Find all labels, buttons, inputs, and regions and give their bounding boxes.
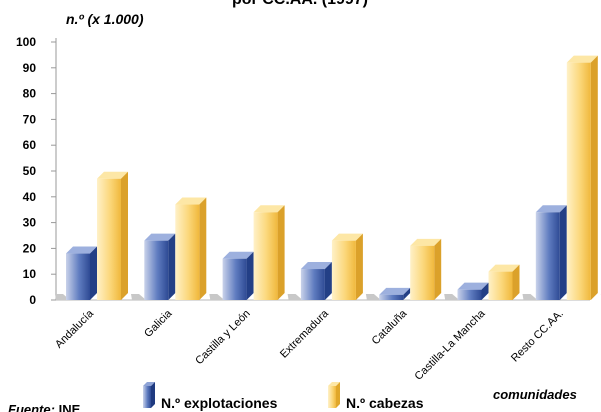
source-value: INE [59, 402, 81, 412]
bar-top [457, 282, 489, 290]
y-tick-label: 80 [23, 87, 37, 101]
legend-label-explotaciones: N.º explotaciones [161, 395, 278, 411]
y-tick-label: 50 [23, 164, 37, 178]
bar-top [222, 251, 254, 259]
source-label: Fuente: [8, 402, 55, 412]
bar-top [66, 246, 97, 254]
bar [222, 258, 247, 300]
bar-top [535, 205, 567, 213]
legend-label-cabezas: N.º cabezas [346, 395, 424, 411]
bar-side [246, 251, 254, 300]
bar-side [199, 197, 207, 300]
bars [66, 55, 598, 300]
category-label: Castilla y León [193, 308, 253, 368]
bar [175, 204, 200, 300]
bar-side [168, 233, 176, 300]
category-label: Castilla-La Mancha [413, 307, 489, 383]
bar [144, 240, 169, 300]
y-tick-label: 60 [23, 138, 37, 152]
y-tick-label: 70 [23, 112, 37, 126]
bar-side [559, 205, 567, 300]
floor-tile [522, 294, 538, 300]
bar [66, 253, 90, 300]
y-tick-label: 40 [23, 190, 37, 204]
legend: N.º explotaciones N.º cabezas [143, 382, 424, 411]
legend-item-explotaciones: N.º explotaciones [143, 382, 278, 411]
bar-side [277, 205, 285, 300]
bar [379, 294, 404, 300]
bar-side [590, 55, 598, 300]
category-label: Resto CC.AA. [509, 308, 566, 365]
bar [488, 271, 513, 300]
bar [535, 212, 560, 300]
floor-tile [131, 294, 146, 300]
y-tick-label: 10 [23, 267, 37, 281]
bar [457, 289, 482, 300]
legend-swatch-cabezas-front [328, 386, 336, 408]
bar [300, 269, 325, 300]
y-tick-label: 100 [16, 35, 36, 49]
y-axis-label: n.º (x 1.000) [66, 11, 144, 27]
bar-top [488, 264, 520, 272]
bar [566, 62, 591, 300]
bar-top [331, 233, 363, 241]
bar [253, 212, 278, 300]
bar [410, 245, 435, 300]
x-axis-label: comunidades [493, 387, 577, 402]
chart-title: por CC.AA. (1997) [232, 0, 368, 8]
bar-top [379, 287, 411, 295]
floor-tile [444, 294, 460, 300]
category-labels: Andalucía Galicia Castilla y León Extremadu… [53, 307, 566, 383]
source-note: Fuente: INE [8, 402, 81, 412]
bar-top [300, 262, 332, 270]
floor-tile [209, 294, 225, 300]
bar-side [90, 246, 97, 300]
category-label: Galicia [142, 307, 175, 340]
bar-side [434, 238, 442, 300]
bar [97, 178, 121, 300]
legend-swatch-explotaciones-front [143, 386, 151, 408]
category-label: Cataluña [370, 307, 410, 347]
floor-tile [365, 294, 381, 300]
bar-side [481, 282, 489, 300]
bar-side [512, 264, 520, 300]
category-label: Andalucía [53, 307, 97, 351]
y-axis: 0 10 20 30 40 50 60 70 80 90 100 [16, 35, 57, 307]
floor-tile [287, 294, 303, 300]
bar-top [144, 233, 176, 241]
bar-top [175, 197, 207, 205]
bar-side [403, 287, 411, 300]
y-tick-label: 0 [29, 293, 36, 307]
bar-side [355, 233, 363, 300]
legend-item-cabezas: N.º cabezas [328, 382, 424, 411]
bar-top [253, 205, 285, 213]
bar-side [121, 171, 128, 300]
bar-top [97, 171, 128, 179]
y-tick-label: 90 [23, 61, 37, 75]
bar-top [566, 55, 598, 63]
category-label: Extremadura [278, 307, 332, 361]
y-tick-label: 30 [23, 216, 37, 230]
bar [331, 240, 356, 300]
bar-top [410, 238, 442, 246]
bar-side [324, 262, 332, 300]
y-tick-label: 20 [23, 241, 37, 255]
